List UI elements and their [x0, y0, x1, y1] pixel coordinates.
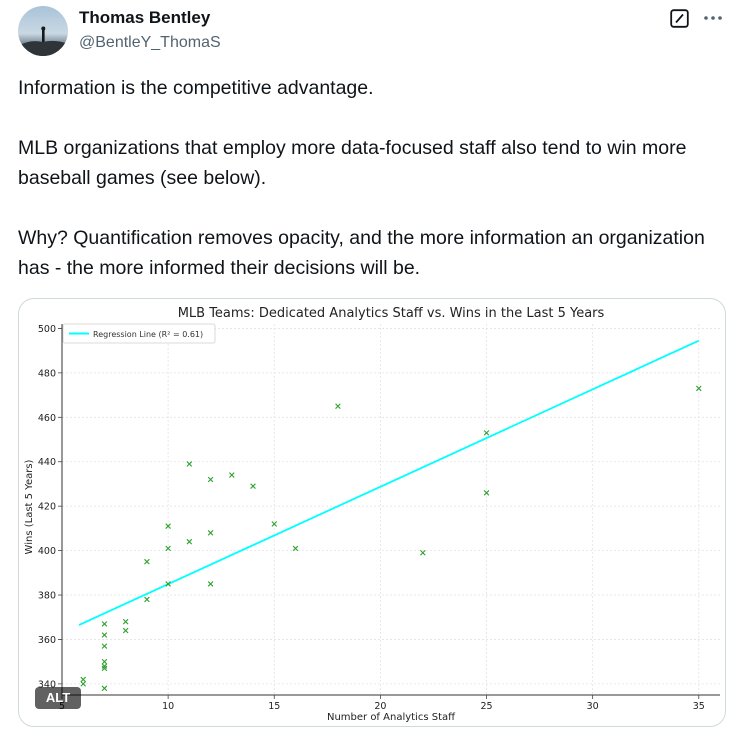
chart-axes — [61, 324, 720, 696]
scatter-chart: MLB Teams: Dedicated Analytics Staff vs.… — [24, 306, 720, 723]
chart-regression — [78, 339, 700, 626]
tweet-line-1: Information is the competitive advantage… — [18, 77, 374, 99]
data-point — [165, 545, 171, 552]
x-tick-label: 30 — [587, 701, 599, 712]
chart-grid — [61, 324, 720, 695]
avatar[interactable] — [18, 6, 68, 56]
x-tick-label: 15 — [268, 701, 280, 712]
grok-icon[interactable] — [670, 9, 689, 28]
tweet-line-3: Why? Quantification removes opacity, and… — [18, 227, 705, 279]
data-point — [483, 430, 490, 436]
data-point — [101, 665, 108, 672]
data-point — [207, 581, 214, 587]
chart-ticks: 5101520253035340360380400420440460480500 — [38, 324, 705, 712]
data-point — [229, 472, 235, 478]
data-point — [292, 545, 299, 552]
x-axis-label: Number of Analytics Staff — [327, 712, 456, 723]
y-tick-label: 340 — [38, 679, 56, 690]
y-tick-label: 460 — [38, 413, 56, 424]
tweet-line-2: MLB organizations that employ more data-… — [18, 137, 687, 189]
y-axis-label: Wins (Last 5 Years) — [24, 459, 35, 554]
x-tick-label: 10 — [162, 701, 174, 712]
x-tick-label: 35 — [693, 701, 705, 712]
data-point — [122, 618, 129, 625]
alt-badge[interactable]: ALT — [35, 687, 81, 709]
data-point — [483, 490, 490, 496]
chart-title: MLB Teams: Dedicated Analytics Staff vs.… — [178, 306, 605, 321]
data-point — [101, 685, 108, 692]
data-point — [144, 596, 150, 603]
data-point — [80, 681, 87, 687]
data-point — [335, 403, 341, 409]
data-point — [101, 621, 108, 627]
data-point — [122, 627, 129, 634]
tweet-text: Information is the competitive advantage… — [18, 73, 733, 283]
data-point — [186, 461, 193, 467]
avatar-image — [18, 26, 68, 56]
data-point — [207, 476, 214, 483]
data-point — [101, 643, 108, 649]
data-point — [207, 530, 214, 536]
y-tick-label: 440 — [38, 457, 56, 468]
data-point — [186, 538, 193, 545]
y-tick-label: 500 — [38, 324, 56, 335]
data-point — [165, 581, 171, 587]
data-point — [250, 483, 256, 489]
data-point — [101, 632, 108, 638]
legend-label: Regression Line (R² = 0.61) — [93, 330, 203, 339]
y-tick-label: 360 — [38, 635, 56, 646]
user-handle[interactable]: @BentleY_ThomaS — [79, 34, 221, 51]
y-tick-label: 480 — [38, 368, 56, 379]
data-point — [101, 658, 108, 665]
data-point — [101, 663, 108, 669]
x-tick-label: 25 — [480, 701, 492, 712]
x-tick-label: 20 — [374, 701, 386, 712]
data-point — [695, 385, 702, 392]
chart-legend: Regression Line (R² = 0.61) — [62, 323, 216, 344]
data-point — [80, 676, 87, 683]
y-tick-label: 380 — [38, 591, 56, 602]
data-point — [271, 521, 278, 527]
display-name[interactable]: Thomas Bentley — [79, 8, 211, 27]
data-point — [165, 523, 171, 529]
tweet-media-chart[interactable]: MLB Teams: Dedicated Analytics Staff vs.… — [18, 298, 726, 727]
data-point — [144, 558, 150, 565]
chart-points — [80, 385, 702, 692]
y-tick-label: 400 — [38, 546, 56, 557]
more-icon[interactable] — [702, 8, 724, 28]
y-tick-label: 420 — [38, 502, 56, 513]
data-point — [420, 550, 426, 556]
regression-line — [78, 339, 700, 626]
